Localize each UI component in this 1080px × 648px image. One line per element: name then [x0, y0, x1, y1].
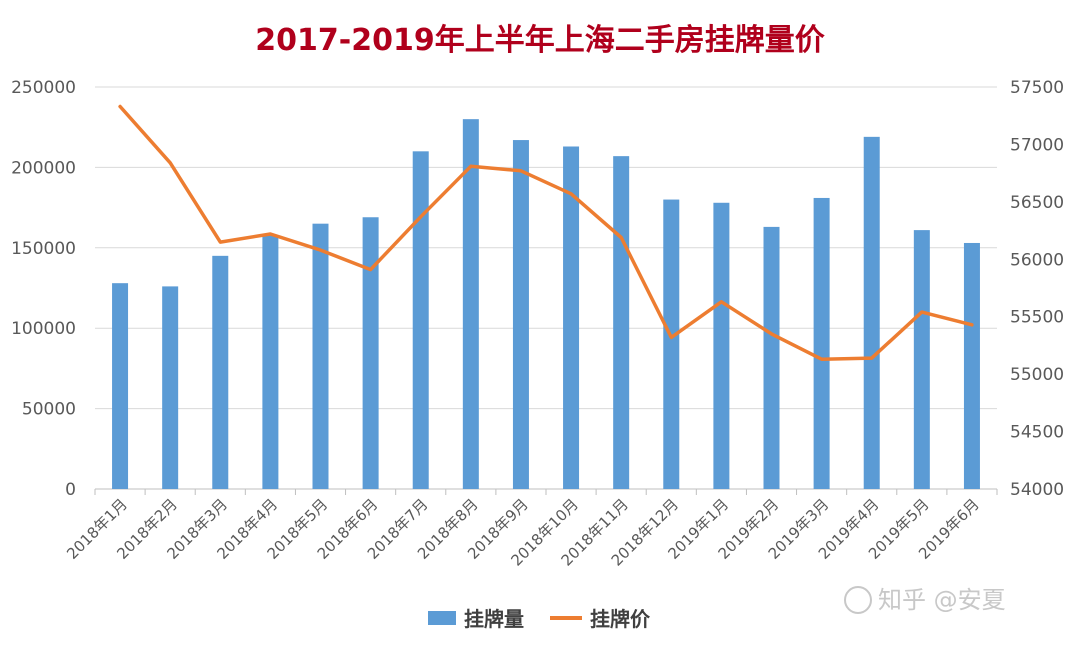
bar — [262, 234, 279, 489]
bar — [963, 242, 980, 489]
legend: 挂牌量 挂牌价 — [428, 607, 651, 631]
bar — [162, 286, 179, 489]
wechat-icon — [844, 586, 872, 614]
watermark: 知乎 @安夏 — [844, 586, 1006, 614]
bar — [312, 223, 329, 489]
bar — [362, 217, 379, 490]
bar — [512, 140, 529, 489]
bar — [613, 156, 630, 490]
y-right-tick-label: 54500 — [1010, 423, 1064, 443]
bar — [713, 202, 730, 489]
legend-label-bar: 挂牌量 — [464, 607, 524, 631]
bar — [763, 226, 780, 489]
legend-label-line: 挂牌价 — [590, 607, 651, 631]
watermark-text: 知乎 @安夏 — [878, 586, 1006, 614]
y-left-tick-label: 200000 — [11, 158, 76, 178]
price-line — [118, 104, 974, 361]
y-right-tick-label: 54000 — [1010, 480, 1064, 500]
y-axis-left: 0 50000 100000 150000 200000 250000 — [11, 78, 76, 500]
y-left-tick-label: 50000 — [22, 400, 76, 420]
gridlines — [95, 86, 997, 490]
bar — [112, 283, 129, 489]
y-right-tick-label: 55000 — [1010, 365, 1064, 385]
bar — [462, 119, 479, 489]
y-left-tick-label: 250000 — [11, 78, 76, 98]
bar — [212, 255, 229, 489]
chart-title: 2017-2019年上半年上海二手房挂牌量价 — [255, 23, 824, 58]
y-right-tick-label: 55500 — [1010, 308, 1064, 328]
bar — [412, 151, 429, 489]
bar — [913, 230, 930, 489]
line-series — [118, 104, 974, 361]
bar — [863, 136, 880, 489]
bar-series — [112, 119, 980, 490]
bar — [563, 146, 580, 489]
y-left-tick-label: 0 — [65, 480, 76, 500]
x-axis: 2018年1月2018年2月2018年3月2018年4月2018年5月2018年… — [63, 489, 998, 570]
y-right-tick-label: 57500 — [1010, 78, 1064, 98]
y-right-tick-label: 56000 — [1010, 250, 1064, 270]
y-axis-right: 54000 54500 55000 55500 56000 56500 57000 57500 — [1010, 78, 1064, 500]
bar — [813, 197, 830, 489]
y-left-tick-label: 100000 — [11, 319, 76, 339]
y-right-tick-label: 57000 — [1010, 135, 1064, 155]
legend-swatch-bar — [428, 611, 456, 625]
bar — [663, 199, 680, 489]
y-right-tick-label: 56500 — [1010, 193, 1064, 213]
y-left-tick-label: 150000 — [11, 239, 76, 259]
